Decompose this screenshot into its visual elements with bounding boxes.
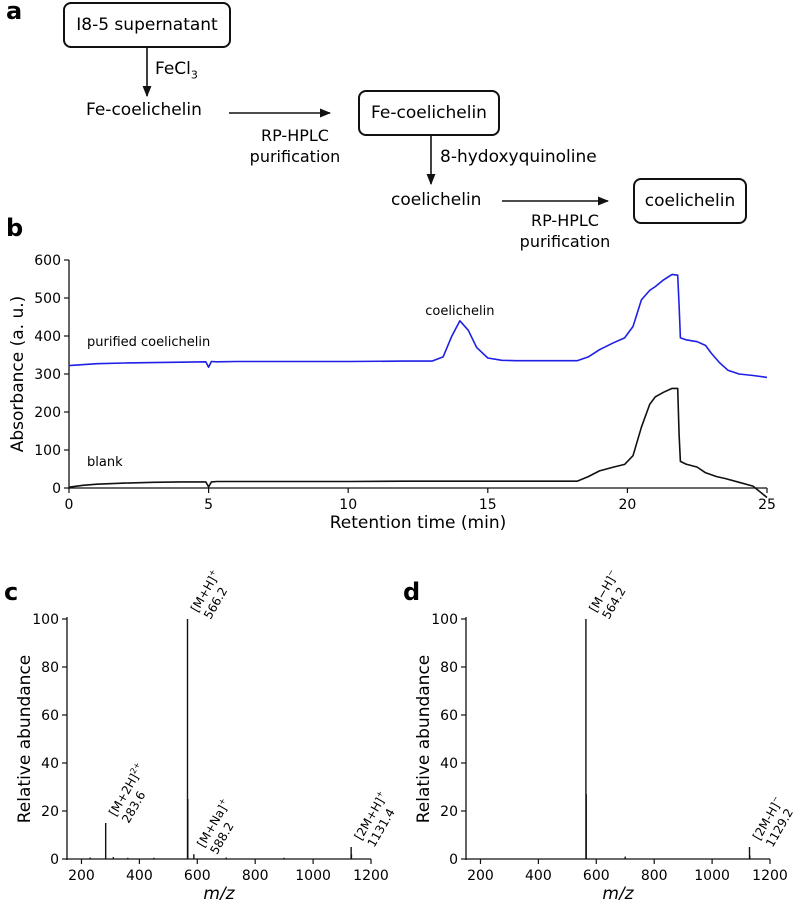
y-tick-label: 0 bbox=[50, 852, 59, 868]
y-tick-label: 0 bbox=[52, 481, 61, 497]
x-tick-label: 1200 bbox=[353, 868, 389, 884]
x-tick-label: 1200 bbox=[752, 868, 788, 884]
purification-label-2: purification bbox=[519, 232, 611, 251]
rp-hplc-label-2: RP-HPLC bbox=[531, 211, 599, 230]
y-tick-label: 200 bbox=[34, 405, 61, 421]
y-tick-label: 100 bbox=[431, 612, 458, 628]
y-tick-label: 500 bbox=[34, 291, 61, 307]
supernatant-box: I8-5 supernatant bbox=[63, 2, 231, 48]
purification-label-1: purification bbox=[249, 147, 341, 166]
x-tick-label: 15 bbox=[479, 497, 497, 513]
y-tick-label: 20 bbox=[41, 804, 59, 820]
ion-charge: + bbox=[374, 789, 385, 799]
ion-charge: − bbox=[769, 794, 780, 804]
x-axis-title: m/z bbox=[602, 884, 634, 900]
ion-charge: + bbox=[217, 796, 228, 806]
ion-charge: − bbox=[605, 568, 616, 578]
fecl3-label: FeCl3 bbox=[155, 59, 198, 81]
y-axis-title: Relative abundance bbox=[414, 655, 434, 824]
series-line-purified-coelichelin bbox=[68, 273, 768, 379]
y-tick-label: 300 bbox=[34, 367, 61, 383]
series-line-blank bbox=[68, 387, 768, 499]
panel-label-b: b bbox=[6, 214, 24, 242]
y-tick-label: 40 bbox=[440, 756, 458, 772]
y-tick-label: 100 bbox=[32, 612, 59, 628]
x-tick-label: 5 bbox=[204, 497, 213, 513]
x-tick-label: 20 bbox=[618, 497, 636, 513]
x-tick-label: 800 bbox=[242, 868, 269, 884]
series-label-purified-coelichelin: purified coelichelin bbox=[87, 335, 210, 350]
y-tick-label: 400 bbox=[34, 329, 61, 345]
x-tick-label: 1000 bbox=[694, 868, 730, 884]
coelichelin-box: coelichelin bbox=[633, 178, 747, 224]
x-axis-title: m/z bbox=[203, 884, 235, 900]
panel-label-a: a bbox=[6, 0, 23, 25]
y-tick-label: 40 bbox=[41, 756, 59, 772]
y-tick-label: 100 bbox=[34, 443, 61, 459]
fecl3-base: FeCl bbox=[155, 59, 191, 79]
peak-annotation: coelichelin bbox=[425, 304, 494, 319]
series-label-blank: blank bbox=[87, 455, 123, 470]
fecl3-subscript: 3 bbox=[190, 68, 198, 82]
x-tick-label: 800 bbox=[641, 868, 668, 884]
x-tick-label: 600 bbox=[184, 868, 211, 884]
x-tick-label: 400 bbox=[126, 868, 153, 884]
x-tick-label: 400 bbox=[525, 868, 552, 884]
y-axis-title: Relative abundance bbox=[15, 655, 35, 824]
x-tick-label: 0 bbox=[65, 497, 74, 513]
y-tick-label: 60 bbox=[440, 708, 458, 724]
panel-label-c: c bbox=[4, 578, 19, 606]
hydoxyquinoline-label: 8-hydoxyquinoline bbox=[440, 147, 597, 167]
hplc-chart: 0 100 200 300 400 500 600 0 5 10 15 20 25 purified co… bbox=[8, 253, 776, 533]
rp-hplc-label-1: RP-HPLC bbox=[261, 126, 329, 145]
y-tick-label: 80 bbox=[440, 660, 458, 676]
y-tick-label: 60 bbox=[41, 708, 59, 724]
y-tick-label: 600 bbox=[34, 253, 61, 269]
x-tick-label: 200 bbox=[68, 868, 95, 884]
x-tick-label: 600 bbox=[583, 868, 610, 884]
x-tick-label: 25 bbox=[758, 497, 776, 513]
fe-coelichelin-text: Fe-coelichelin bbox=[86, 100, 202, 120]
y-tick-label: 0 bbox=[449, 852, 458, 868]
ion-charge: + bbox=[207, 568, 218, 578]
x-tick-label: 1000 bbox=[295, 868, 331, 884]
coelichelin-text: coelichelin bbox=[391, 190, 482, 210]
rp-hplc-purification-2: RP-HPLC purification bbox=[496, 210, 634, 252]
y-axis-title: Absorbance (a. u.) bbox=[8, 296, 28, 453]
x-tick-label: 200 bbox=[467, 868, 494, 884]
y-tick-label: 20 bbox=[440, 804, 458, 820]
fe-coelichelin-box: Fe-coelichelin bbox=[358, 90, 500, 136]
x-tick-label: 10 bbox=[339, 497, 357, 513]
rp-hplc-purification-1: RP-HPLC purification bbox=[226, 125, 364, 167]
y-tick-label: 80 bbox=[41, 660, 59, 676]
x-axis-title: Retention time (min) bbox=[330, 513, 507, 533]
ion-charge: 2+ bbox=[129, 761, 143, 776]
panel-label-d: d bbox=[403, 578, 421, 606]
